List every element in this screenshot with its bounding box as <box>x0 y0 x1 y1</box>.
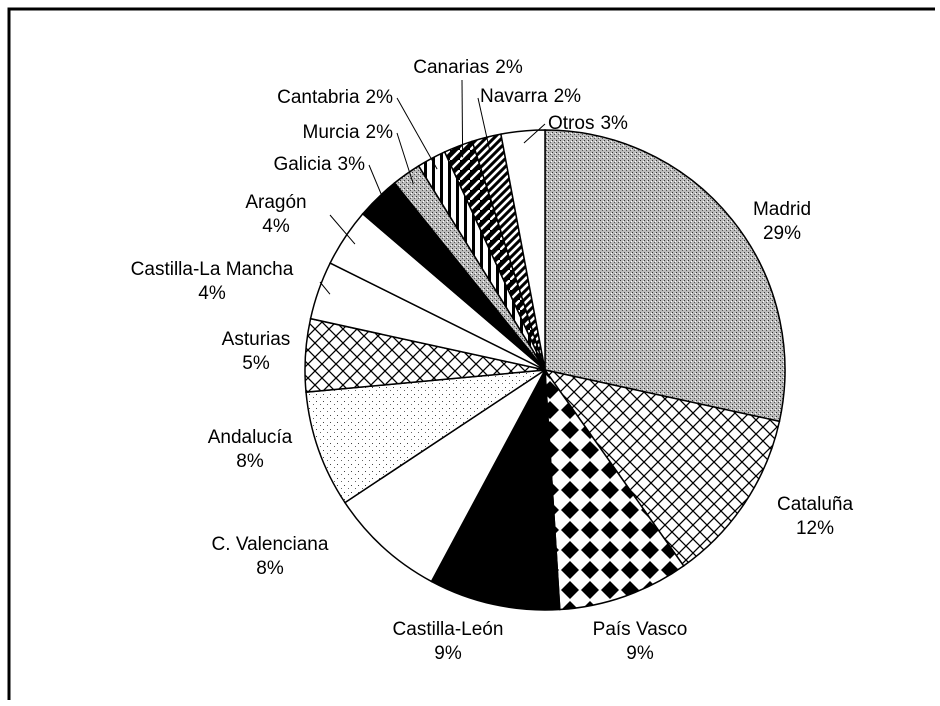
category-name: Murcia <box>303 122 360 143</box>
value-label: 2% <box>366 122 394 143</box>
slice-label: País Vasco 9% <box>593 619 688 664</box>
category-name: Castilla-La Mancha <box>131 259 294 280</box>
value-label: 29% <box>763 223 801 244</box>
value-label: 4% <box>198 283 226 304</box>
slice-label: Asturias 5% <box>222 329 291 374</box>
leader-line <box>461 79 464 158</box>
value-label: 2% <box>366 87 394 108</box>
value-label: 3% <box>338 154 366 175</box>
slice-label: Aragón 4% <box>245 192 306 237</box>
pie-slice <box>544 129 786 423</box>
category-name: Andalucía <box>208 427 293 448</box>
slice-label: Cataluña 12% <box>777 494 853 539</box>
value-label: 5% <box>242 353 270 374</box>
category-name: Cantabria <box>277 87 360 108</box>
value-label: 8% <box>236 451 264 472</box>
category-name: País Vasco <box>593 619 688 640</box>
slice-label: Cantabria 2% <box>277 87 393 108</box>
slice-label: Madrid 29% <box>753 199 811 244</box>
pie <box>304 129 786 611</box>
leader-line <box>477 97 490 149</box>
pie-slice <box>343 369 546 583</box>
slice-label: Canarias 2% <box>413 57 523 78</box>
category-name: Asturias <box>222 329 291 350</box>
slice-label: Navarra 2% <box>480 86 581 107</box>
slice-label: Castilla-La Mancha 4% <box>131 259 294 304</box>
value-label: 3% <box>600 113 628 134</box>
category-name: Galicia <box>273 154 332 175</box>
category-name: Canarias <box>413 57 489 78</box>
category-name: Navarra <box>480 86 548 107</box>
slice-label: Galicia 3% <box>273 154 365 175</box>
category-name: Otros <box>548 113 594 134</box>
category-name: C. Valenciana <box>212 534 329 555</box>
slice-label: C. Valenciana 8% <box>212 534 329 579</box>
leader-line <box>368 164 387 207</box>
value-label: 2% <box>554 86 582 107</box>
category-name: Castilla-León <box>393 619 504 640</box>
pie-slice <box>543 368 781 567</box>
pie-slice <box>500 129 546 371</box>
value-label: 4% <box>262 216 290 237</box>
slice-label: Andalucía 8% <box>208 427 293 472</box>
category-name: Madrid <box>753 199 811 220</box>
category-name: Cataluña <box>777 494 853 515</box>
value-label: 9% <box>434 643 462 664</box>
leader-line <box>319 281 331 295</box>
category-name: Aragón <box>245 192 306 213</box>
value-label: 2% <box>495 57 523 78</box>
pie-slice <box>544 367 685 611</box>
value-label: 8% <box>256 558 284 579</box>
leader-line <box>396 97 438 170</box>
frame <box>7 7 935 700</box>
leader-line <box>329 214 356 245</box>
slice-label: Castilla-León 9% <box>393 619 504 664</box>
leader-line <box>396 132 414 185</box>
labels: Madrid 29%Cataluña 12%País Vasco 9%Castilla… <box>131 57 854 664</box>
slice-label: Murcia 2% <box>303 122 394 143</box>
pie-slice <box>305 369 546 504</box>
slice-label: Otros 3% <box>548 113 628 134</box>
value-label: 12% <box>796 518 834 539</box>
pie-slice <box>430 367 561 611</box>
value-label: 9% <box>626 643 654 664</box>
leader-line <box>523 123 546 144</box>
